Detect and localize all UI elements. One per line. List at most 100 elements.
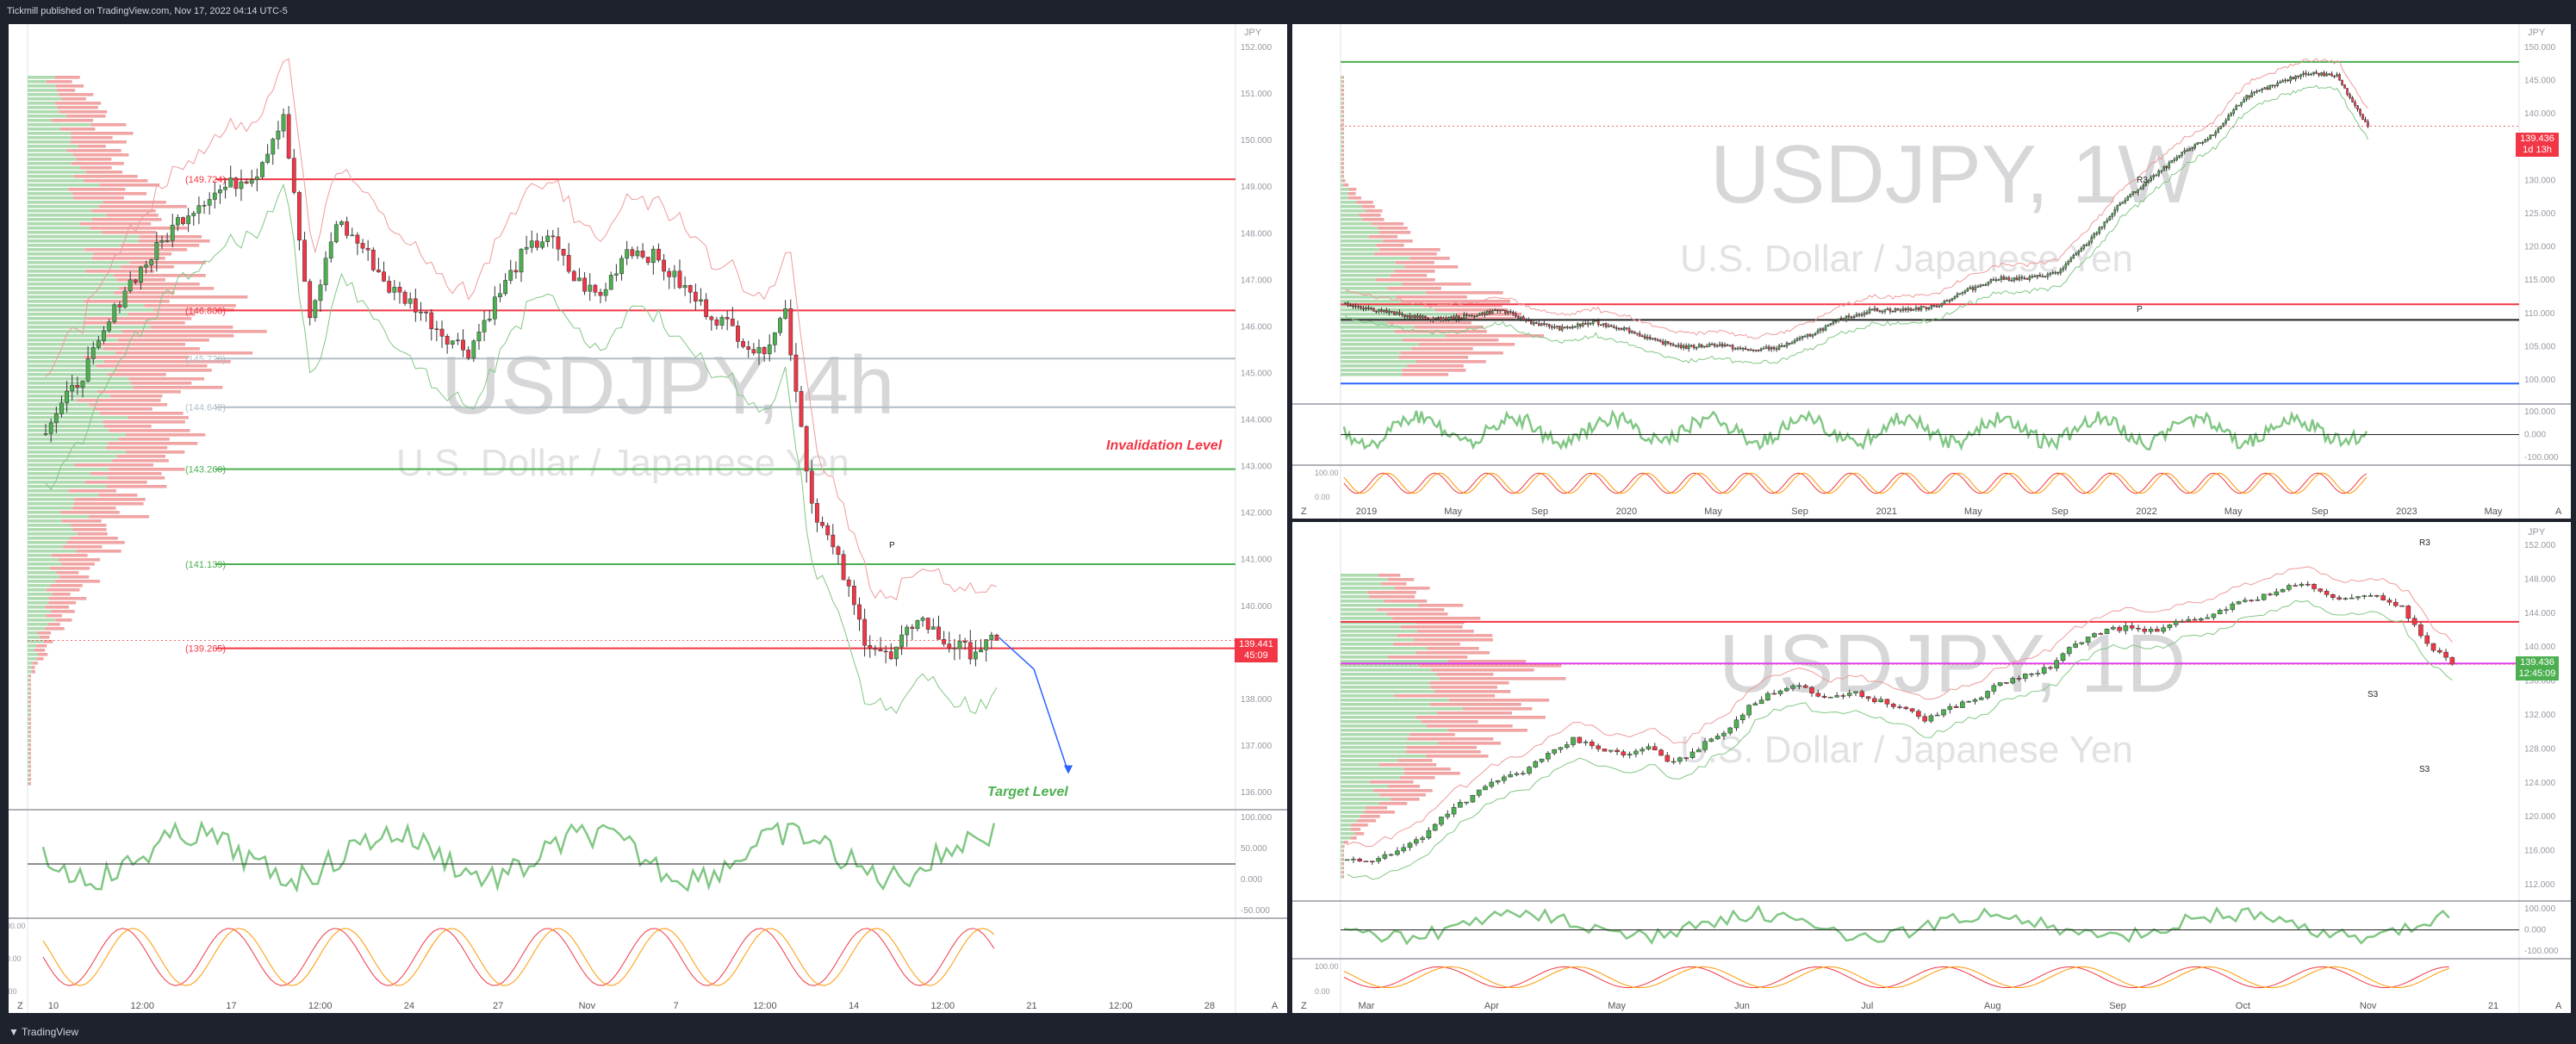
volume-profile-bar-up — [28, 541, 67, 544]
volume-profile-bar-down — [91, 209, 156, 213]
candle-down — [2386, 600, 2392, 603]
volume-profile-bar-down — [1368, 235, 1398, 239]
candle-up — [1447, 317, 1450, 320]
candle-down — [667, 270, 672, 277]
candle-up — [1708, 344, 1711, 347]
volume-profile-bar-down — [107, 373, 166, 376]
oscillator-tick-label: 0.000 — [2524, 926, 2546, 935]
volume-profile-bar-down — [1372, 789, 1433, 792]
volume-profile-bar-down — [72, 153, 129, 157]
candle-up — [2103, 221, 2106, 227]
candle-up — [1846, 693, 1852, 696]
left-chart-canvas[interactable]: 152.000 151.000 150.000 149.000 148.000 147.0… — [9, 24, 1287, 1013]
candle-up — [1396, 312, 1398, 315]
volume-profile-bar-up — [28, 140, 71, 144]
daily-chart-panel[interactable]: USDJPY, 1D U.S. Dollar / Japanese Yen 15… — [1292, 522, 2571, 1013]
time-tick-label: Sep — [1791, 506, 1808, 517]
candle-up — [1558, 747, 1564, 750]
candle-up — [2073, 643, 2078, 648]
volume-profile-bar-up — [1341, 660, 1448, 663]
volume-profile-bar-down — [1400, 351, 1503, 355]
candle-up — [1832, 320, 1835, 324]
left-watermark-description: U.S. Dollar / Japanese Yen — [396, 442, 849, 484]
candle-up — [2276, 82, 2279, 86]
volume-profile-bar-up — [28, 364, 96, 368]
volume-profile-bar-up — [28, 291, 115, 295]
candle-up — [2230, 113, 2232, 116]
volume-profile-bar-up — [1341, 330, 1396, 333]
candle-up — [1985, 691, 1990, 699]
weekly-chart-canvas[interactable]: 150.000145.000140.000135.000130.000125.0… — [1292, 24, 2571, 519]
volume-profile-bar-down — [1341, 162, 1344, 165]
candle-down — [1916, 711, 1921, 718]
candle-up — [1777, 345, 1781, 350]
candle-up — [1991, 685, 1997, 692]
volume-profile-bar-up — [1341, 608, 1378, 612]
volume-profile-bar-up — [1341, 647, 1428, 650]
candle-down — [746, 346, 751, 350]
volume-profile-bar-down — [72, 506, 116, 510]
volume-profile-bar-down — [109, 429, 190, 432]
volume-profile-bar-up — [28, 97, 62, 101]
volume-profile-bar-down — [1462, 707, 1533, 711]
weekly-chart-panel[interactable]: USDJPY, 1W U.S. Dollar / Japanese Yen 15… — [1292, 24, 2571, 519]
candle-up — [1344, 859, 1350, 861]
tradingview-logo-icon[interactable]: ▼ — [9, 1026, 19, 1038]
candle-down — [2165, 166, 2168, 169]
candle-up — [1354, 306, 1357, 308]
left-chart-panel[interactable]: USDJPY, 4h U.S. Dollar / Japanese Yen 15… — [9, 24, 1287, 1013]
candle-down — [382, 271, 386, 282]
volume-profile-bar-up — [1341, 356, 1399, 359]
candle-down — [2025, 277, 2029, 280]
candle-up — [2188, 148, 2191, 152]
price-tick-label: 152.000 — [2524, 541, 2556, 550]
price-tick-label: 132.000 — [2524, 711, 2556, 720]
volume-profile-bar-down — [74, 463, 154, 467]
candle-up — [1499, 309, 1502, 312]
volume-profile-bar-up — [1341, 875, 1343, 879]
time-tick-label: 21 — [1026, 1001, 1036, 1011]
candle-up — [2307, 73, 2310, 76]
candle-up — [1741, 348, 1745, 350]
candle-down — [2292, 77, 2294, 80]
candle-down — [1409, 314, 1411, 319]
candle-up — [1445, 813, 1451, 817]
candle-up — [1785, 343, 1789, 347]
volume-profile-bar-up — [28, 115, 66, 118]
candle-up — [53, 413, 59, 424]
candle-up — [1520, 316, 1522, 320]
candle-up — [1583, 742, 1589, 743]
volume-profile-bar-up — [1341, 737, 1408, 741]
volume-profile-bar-down — [29, 687, 31, 691]
candle-down — [1903, 706, 1909, 709]
volume-profile-bar-up — [1341, 183, 1344, 187]
invalidation-level-label: Invalidation Level — [1106, 438, 1223, 453]
candle-up — [1401, 847, 1407, 852]
candle-up — [2253, 91, 2256, 94]
volume-profile-bar-down — [1426, 724, 1513, 728]
volume-profile-bar-up — [28, 481, 86, 484]
volume-profile-bar-down — [1400, 300, 1510, 303]
candle-down — [370, 249, 376, 270]
candle-up — [1824, 326, 1827, 331]
volume-profile-bar-up — [28, 420, 103, 424]
volume-profile-bar-down — [128, 313, 196, 316]
stochastic-tick-label: 0.00 — [1315, 987, 1330, 996]
volume-profile-bar-up — [1341, 270, 1395, 273]
volume-profile-bar-down — [1416, 716, 1546, 719]
daily-chart-canvas[interactable]: 152.000 148.000 144.000 140.000 136.000 132.0… — [1292, 522, 2571, 1013]
candle-down — [1578, 323, 1582, 326]
volume-profile-bar-up — [28, 218, 92, 221]
candle-up — [2077, 251, 2081, 254]
footer-brand[interactable]: TradingView — [22, 1026, 79, 1038]
volume-profile-bar-up — [1341, 313, 1456, 316]
candle-up — [2064, 264, 2068, 269]
volume-profile-bar-up — [1341, 798, 1391, 801]
candle-up — [1388, 311, 1391, 314]
oscillator-tick-label: 100.000 — [2524, 904, 2556, 914]
candle-up — [1702, 345, 1706, 348]
candle-down — [1635, 332, 1639, 335]
candle-up — [2211, 613, 2217, 618]
volume-profile-bar-down — [103, 201, 166, 204]
candle-up — [1564, 744, 1570, 748]
